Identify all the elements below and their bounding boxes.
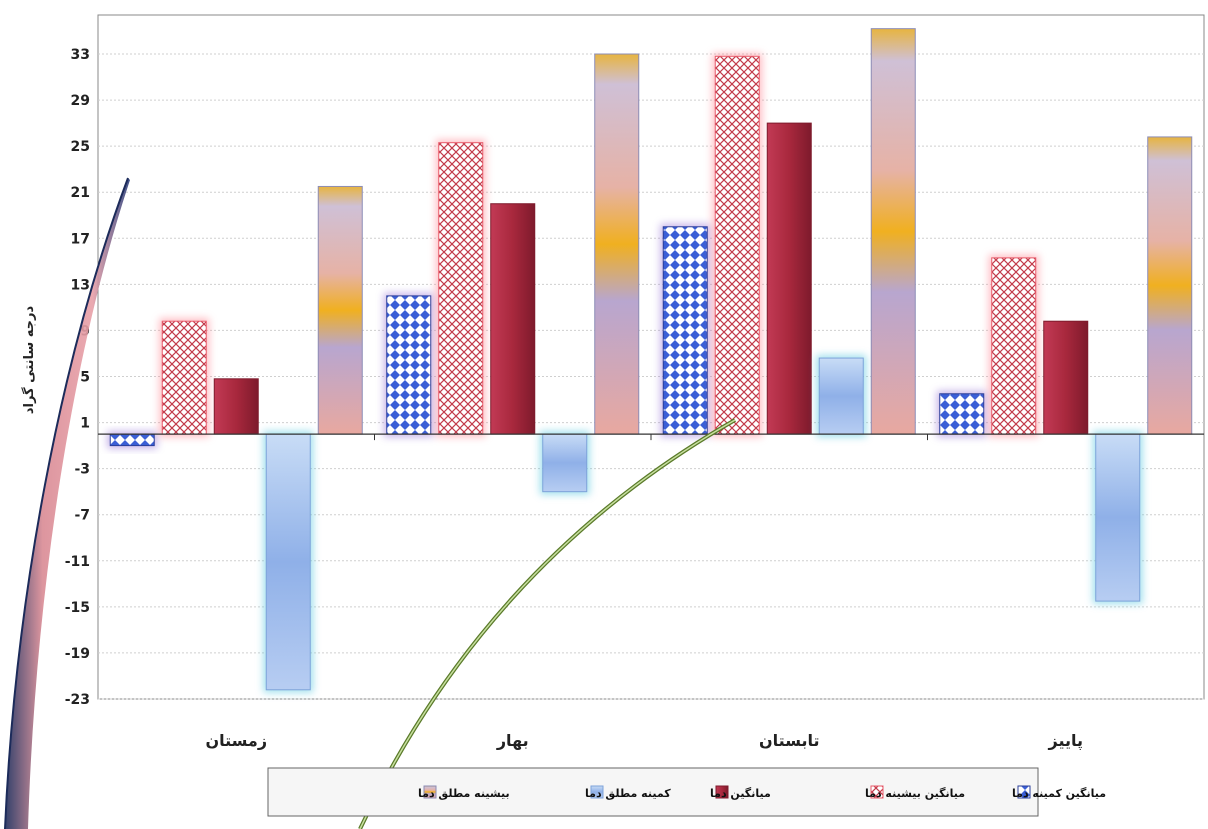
bar-avg-min: [939, 393, 985, 435]
category-label: پاییز: [1047, 731, 1083, 751]
y-tick-label: 33: [71, 47, 90, 63]
bar-abs-max: [317, 185, 363, 435]
bar-avg-max: [714, 55, 760, 435]
bar-avg-max: [438, 142, 484, 435]
y-axis-label: درجه سانتی گراد: [21, 306, 37, 415]
y-tick-label: -23: [65, 692, 90, 708]
y-tick-label: 1: [80, 416, 90, 432]
legend-swatch: [590, 785, 604, 799]
y-tick-label: 29: [71, 93, 90, 109]
category-label: تابستان: [759, 731, 820, 750]
bar-abs-min: [265, 433, 311, 691]
left-decoration-outline: [4, 177, 129, 829]
bar-abs-min: [1095, 433, 1141, 602]
legend-swatch: [870, 785, 884, 799]
bar-avg: [490, 203, 536, 435]
legend-label: میانگین دما: [710, 787, 771, 800]
legend-label: میانگین بیشینه دما: [865, 787, 965, 800]
green-decoration-inner: [359, 419, 736, 829]
y-tick-label: -11: [65, 554, 90, 570]
bar-avg: [766, 122, 812, 435]
legend-swatch: [1017, 785, 1031, 799]
bar-avg-min: [109, 433, 155, 447]
legend-label: میانگین کمینه دما: [1012, 787, 1106, 800]
bar-avg-min: [662, 226, 708, 435]
y-tick-label: -3: [74, 462, 90, 478]
bars: [107, 28, 1193, 693]
bar-abs-max: [1147, 136, 1193, 435]
bar-avg: [213, 378, 259, 435]
bar-avg-max: [161, 320, 207, 435]
legend: میانگین کمینه دما میانگین بیشینه دما میانگ…: [267, 767, 1106, 817]
category-label: بهار: [496, 731, 529, 750]
category-labels: زمستان بهار تابستان پاییز: [205, 731, 1083, 751]
bar-abs-min: [542, 433, 588, 493]
legend-label: بیشینه مطلق دما: [418, 787, 510, 800]
legend-box: [267, 767, 1039, 817]
bar-abs-max: [594, 53, 640, 435]
y-tick-label: 21: [71, 185, 90, 201]
y-tick-label: 13: [71, 277, 90, 293]
y-tick-label: 25: [71, 139, 90, 155]
bar-avg-max: [991, 257, 1037, 435]
bar-abs-max: [870, 28, 916, 435]
bar-avg-min: [386, 295, 432, 435]
legend-swatch: [715, 785, 729, 799]
legend-label: کمینه مطلق دما: [585, 787, 671, 800]
y-tick-label: -19: [65, 646, 90, 662]
left-decoration: [5, 178, 130, 829]
y-tick-label: -7: [74, 508, 90, 524]
bar-abs-min: [818, 357, 864, 435]
category-label: زمستان: [205, 731, 267, 750]
y-tick-label: -15: [65, 600, 90, 616]
y-tick-label: 5: [80, 370, 90, 386]
y-tick-label: 17: [71, 231, 90, 247]
legend-swatch: [423, 785, 437, 799]
bar-avg: [1043, 320, 1089, 435]
